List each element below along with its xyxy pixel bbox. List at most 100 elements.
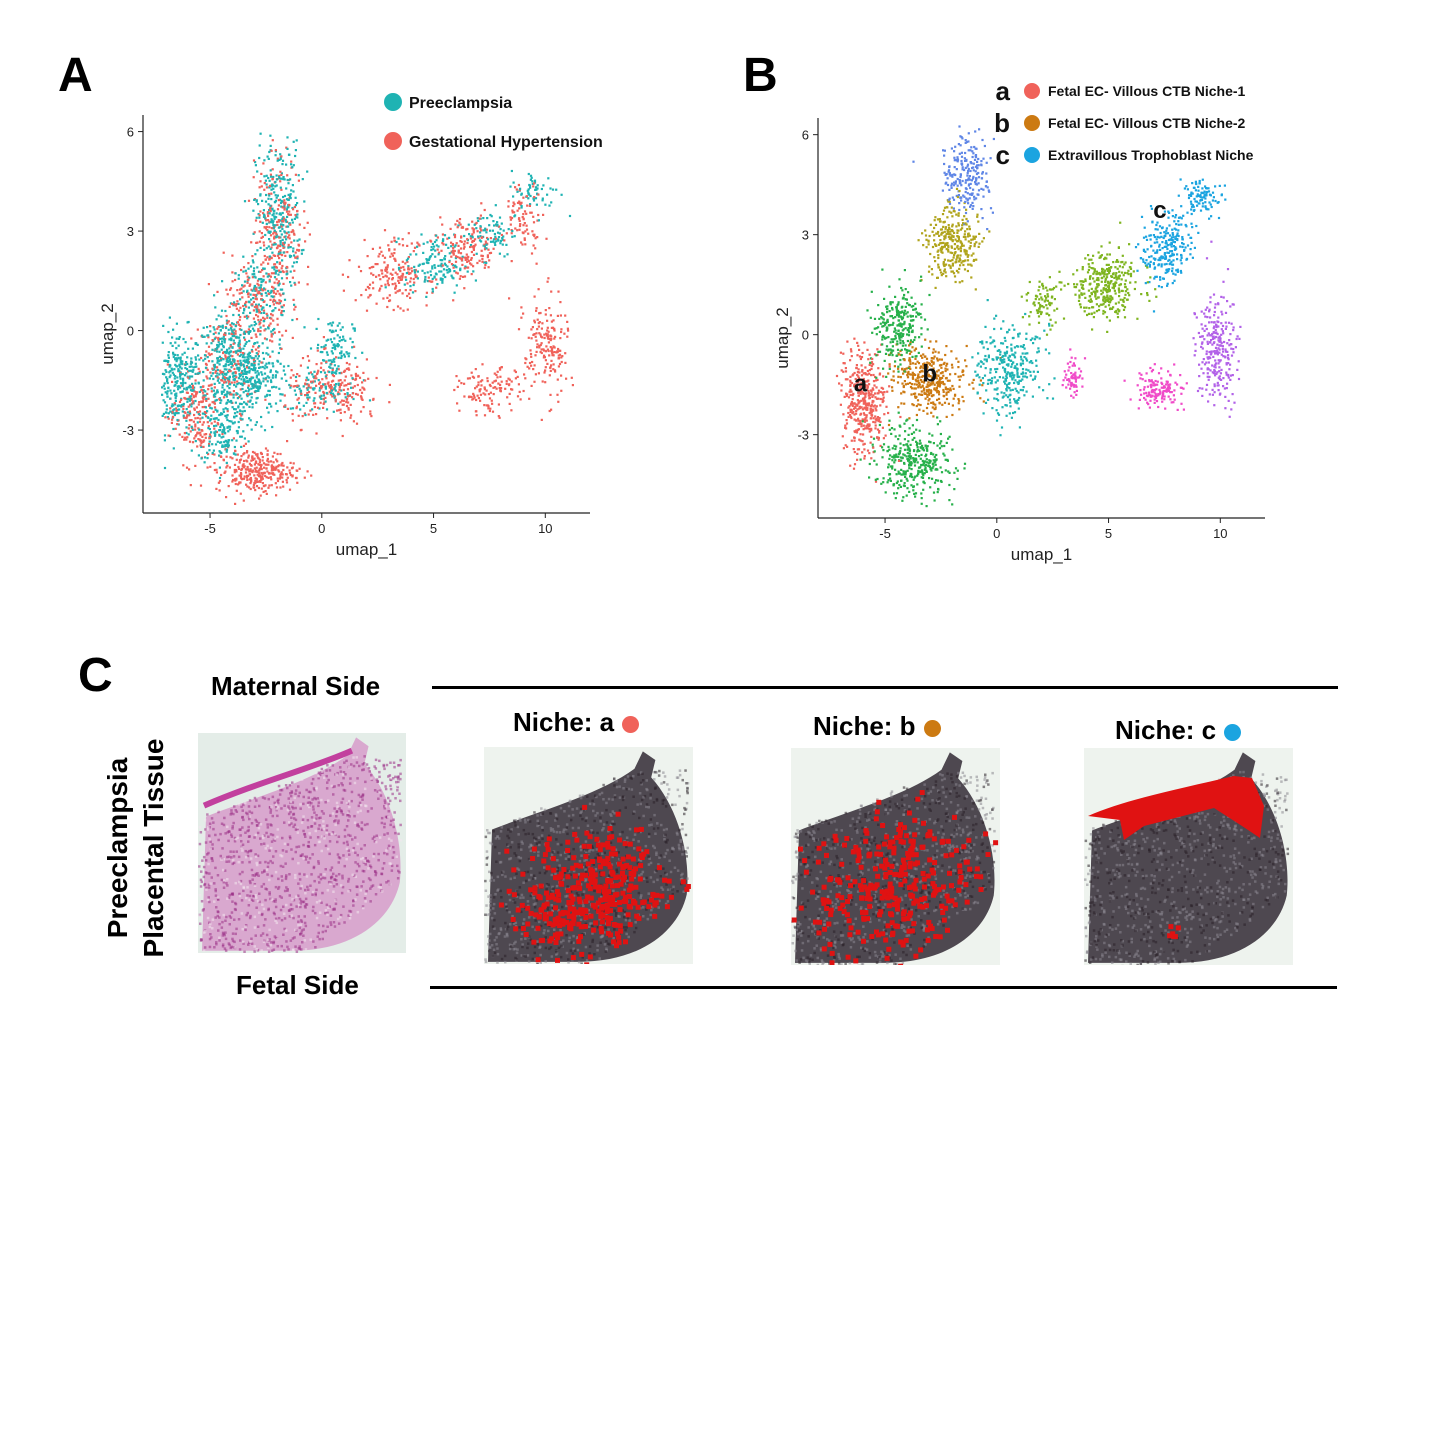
data-point	[1068, 379, 1071, 382]
data-point	[915, 366, 918, 369]
data-point	[319, 366, 323, 369]
data-point	[1005, 352, 1008, 355]
data-point	[241, 284, 244, 287]
data-point	[564, 361, 567, 364]
data-point	[254, 287, 257, 291]
data-point	[347, 394, 350, 397]
data-point	[261, 482, 264, 485]
data-point	[267, 289, 270, 293]
data-point	[551, 188, 555, 191]
data-point	[194, 464, 197, 467]
data-point	[988, 230, 991, 233]
data-point	[262, 162, 265, 165]
data-point	[926, 393, 929, 396]
data-point	[514, 186, 517, 189]
data-point	[1092, 316, 1095, 319]
data-point	[294, 256, 297, 259]
data-point	[492, 240, 495, 243]
data-point	[222, 358, 225, 361]
data-point	[190, 357, 193, 360]
data-point	[237, 309, 241, 312]
data-point	[264, 258, 267, 261]
data-point	[247, 300, 250, 303]
data-point	[329, 393, 332, 396]
data-point	[246, 450, 249, 453]
data-point	[560, 193, 563, 196]
data-point	[161, 414, 164, 417]
data-point	[259, 270, 262, 273]
data-point	[1213, 404, 1216, 407]
data-point	[510, 409, 513, 412]
data-point	[307, 386, 310, 389]
data-point	[262, 472, 266, 475]
data-point	[274, 194, 277, 197]
data-point	[217, 340, 220, 343]
data-point	[282, 176, 285, 179]
data-point	[237, 302, 240, 305]
data-point	[245, 403, 249, 406]
data-point	[214, 433, 217, 436]
data-point	[306, 366, 309, 369]
data-point	[340, 355, 343, 358]
data-point	[237, 467, 241, 470]
data-point	[493, 241, 496, 244]
data-point	[364, 379, 367, 382]
data-point	[547, 277, 550, 280]
data-point	[959, 246, 962, 249]
data-point	[397, 279, 400, 282]
data-point	[252, 317, 255, 320]
data-point	[214, 306, 217, 309]
data-point	[215, 391, 218, 394]
data-point	[1146, 248, 1149, 251]
data-point	[313, 370, 316, 373]
data-point	[226, 385, 229, 388]
data-point	[456, 272, 459, 275]
data-point	[906, 479, 909, 482]
data-point	[1046, 299, 1049, 302]
data-point	[292, 164, 295, 167]
data-point	[359, 270, 363, 273]
data-point	[1038, 285, 1041, 288]
data-point	[1123, 296, 1126, 300]
data-point	[544, 309, 547, 312]
data-point	[229, 383, 232, 386]
data-point	[242, 266, 246, 269]
data-point	[253, 385, 256, 388]
data-point	[940, 274, 943, 277]
data-point	[338, 386, 341, 389]
data-point	[525, 224, 528, 227]
data-point	[461, 255, 464, 258]
data-point	[559, 337, 562, 340]
data-point	[172, 447, 175, 450]
data-point	[465, 253, 468, 256]
data-point	[526, 204, 529, 207]
data-point	[203, 411, 206, 414]
data-point	[324, 387, 327, 390]
data-point	[194, 358, 198, 361]
data-point	[335, 356, 338, 359]
data-point	[475, 227, 478, 230]
data-point	[454, 260, 458, 263]
data-point	[209, 465, 212, 468]
data-point	[435, 239, 438, 242]
data-point	[1209, 296, 1212, 299]
data-point	[474, 279, 477, 282]
data-point	[235, 385, 238, 388]
data-point	[285, 208, 288, 211]
data-point	[260, 288, 263, 291]
data-point	[320, 362, 323, 365]
data-point	[270, 484, 273, 487]
data-point	[493, 224, 496, 227]
data-point	[1169, 391, 1172, 394]
data-point	[218, 373, 221, 376]
data-point	[522, 389, 525, 393]
data-point	[314, 374, 317, 378]
data-point	[256, 385, 259, 388]
data-point	[230, 393, 233, 396]
data-point	[510, 169, 513, 173]
data-point	[280, 219, 283, 222]
data-point	[271, 374, 275, 377]
data-point	[1226, 382, 1229, 385]
data-point	[258, 323, 261, 326]
data-point	[341, 403, 344, 406]
